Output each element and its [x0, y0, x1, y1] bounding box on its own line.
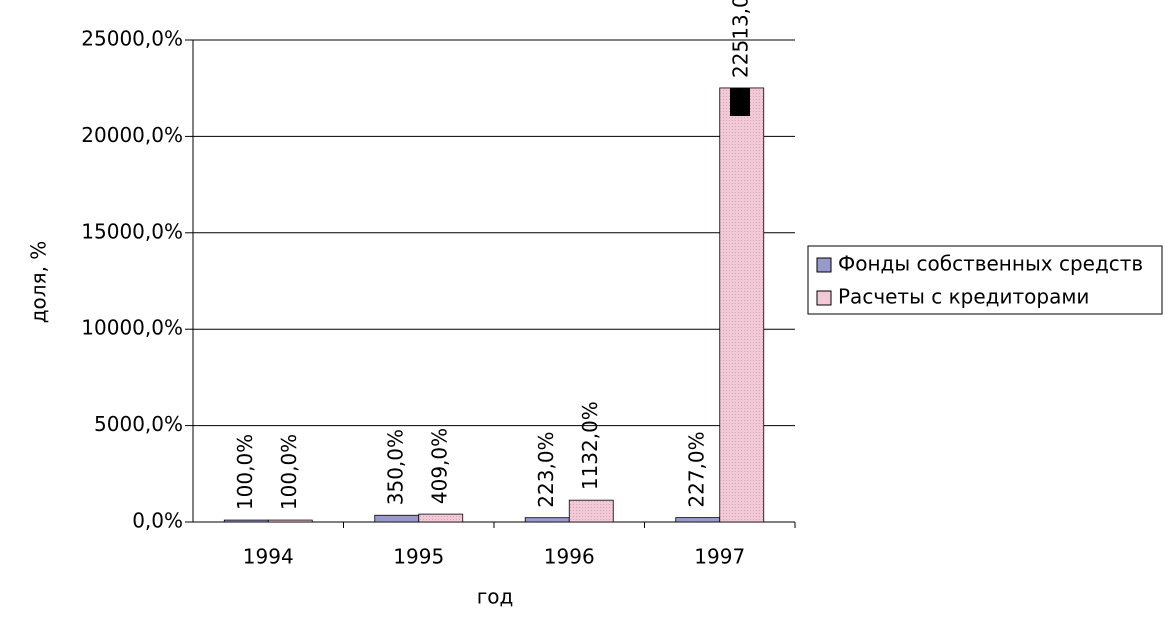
x-tick-label: 1994	[243, 545, 294, 569]
bar-hatch	[418, 514, 463, 522]
y-tick-label: 25000,0%	[81, 27, 183, 51]
x-axis-title: год	[477, 585, 514, 609]
x-tick-label: 1995	[393, 545, 444, 569]
y-tick-label: 10000,0%	[81, 316, 183, 340]
bar-hatch	[569, 500, 614, 522]
legend-label: Фонды собственных средств	[838, 252, 1143, 276]
value-label: 100,0%	[233, 434, 257, 510]
x-tick-label: 1996	[544, 545, 595, 569]
bar-hatch	[719, 87, 764, 522]
bar	[524, 517, 570, 523]
legend-swatch	[816, 290, 832, 306]
y-tick-label: 5000,0%	[94, 412, 183, 436]
bar	[223, 519, 269, 523]
value-label: 22513,0%	[728, 0, 752, 78]
marker	[730, 88, 750, 116]
value-label: 1132,0%	[578, 401, 602, 490]
y-tick-label: 20000,0%	[81, 123, 183, 147]
value-label: 223,0%	[534, 431, 558, 507]
bar-hatch	[268, 520, 313, 522]
value-label: 100,0%	[277, 434, 301, 510]
value-label: 350,0%	[383, 429, 407, 505]
x-tick-label: 1997	[694, 545, 745, 569]
value-label: 409,0%	[427, 428, 451, 504]
y-axis-title: доля, %	[27, 241, 51, 324]
bar	[675, 517, 721, 523]
legend-label: Расчеты с кредиторами	[838, 285, 1089, 309]
legend-box	[807, 245, 1163, 315]
bar	[374, 514, 420, 523]
y-tick-label: 15000,0%	[81, 219, 183, 243]
legend-swatch	[816, 257, 832, 273]
y-tick-label: 0,0%	[132, 509, 183, 533]
value-label: 227,0%	[684, 431, 708, 507]
